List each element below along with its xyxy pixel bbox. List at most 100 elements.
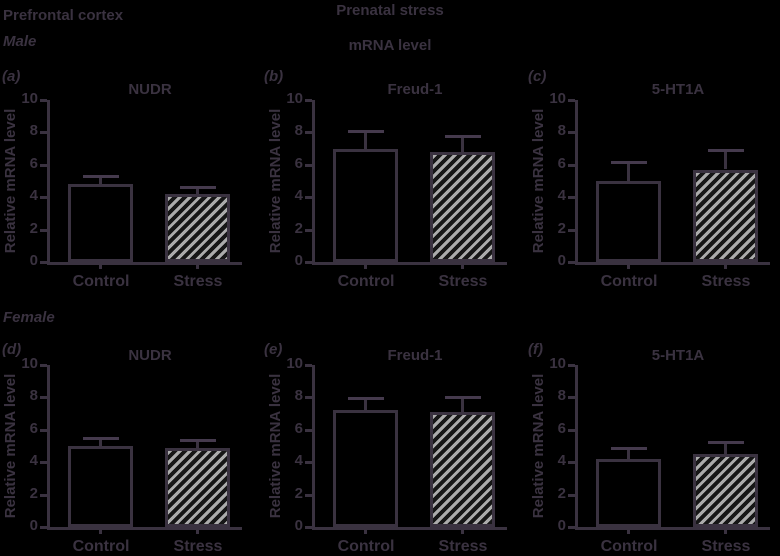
y-tick xyxy=(305,364,312,367)
category-label: Control xyxy=(72,273,130,290)
y-tick xyxy=(568,494,575,497)
y-tick xyxy=(305,131,312,134)
y-tick-label: 0 xyxy=(29,517,38,534)
y-tick xyxy=(40,261,47,264)
y-tick xyxy=(305,429,312,432)
y-tick xyxy=(305,99,312,102)
error-bar-cap xyxy=(611,161,647,164)
x-axis xyxy=(312,527,507,530)
panel-letter: (e) xyxy=(264,341,283,358)
x-tick xyxy=(461,530,464,534)
y-tick xyxy=(568,261,575,264)
y-tick xyxy=(305,494,312,497)
error-bar-stem xyxy=(724,442,727,454)
error-bar-cap xyxy=(708,441,744,444)
panel-title: Freud-1 xyxy=(387,347,443,364)
error-bar-cap xyxy=(83,437,119,440)
y-tick xyxy=(305,261,312,264)
y-tick-label: 6 xyxy=(294,155,303,172)
x-axis xyxy=(575,262,770,265)
x-tick xyxy=(461,265,464,269)
error-bar-cap xyxy=(180,439,216,442)
panel-letter: (f) xyxy=(528,341,543,358)
x-axis xyxy=(47,527,242,530)
y-tick xyxy=(40,131,47,134)
bar-stress xyxy=(430,152,495,262)
y-tick-label: 6 xyxy=(29,155,38,172)
panel-title: 5-HT1A xyxy=(651,81,705,98)
y-tick-label: 2 xyxy=(29,485,38,502)
y-tick xyxy=(568,229,575,232)
bar-stress xyxy=(430,412,495,527)
y-tick xyxy=(305,196,312,199)
x-tick xyxy=(99,530,102,534)
category-label: Control xyxy=(600,273,658,290)
y-tick-label: 4 xyxy=(557,187,566,204)
y-tick-label: 10 xyxy=(21,355,38,372)
x-tick xyxy=(364,530,367,534)
y-tick xyxy=(568,526,575,529)
y-axis xyxy=(575,365,578,530)
y-tick-label: 4 xyxy=(294,452,303,469)
panel-title: NUDR xyxy=(128,347,172,364)
y-tick-label: 2 xyxy=(29,220,38,237)
y-tick-label: 4 xyxy=(557,452,566,469)
y-tick-label: 8 xyxy=(29,387,38,404)
bar-stress xyxy=(165,194,230,262)
y-tick-label: 2 xyxy=(557,485,566,502)
error-bar-cap xyxy=(83,175,119,178)
bar-control xyxy=(596,181,661,262)
error-bar-cap xyxy=(445,135,481,138)
region-label: Prefrontal cortex xyxy=(3,7,124,24)
x-tick xyxy=(724,530,727,534)
y-tick-label: 4 xyxy=(29,187,38,204)
y-axis xyxy=(312,365,315,530)
y-axis xyxy=(47,100,50,265)
y-tick xyxy=(40,526,47,529)
panel-title: Freud-1 xyxy=(387,81,443,98)
bar-control xyxy=(333,149,398,262)
error-bar-cap xyxy=(708,149,744,152)
y-tick xyxy=(568,461,575,464)
y-tick-label: 0 xyxy=(294,252,303,269)
y-tick-label: 6 xyxy=(294,420,303,437)
y-tick xyxy=(40,364,47,367)
category-label: Stress xyxy=(173,273,223,290)
error-bar-stem xyxy=(724,150,727,169)
bar-control xyxy=(333,410,398,527)
error-bar-stem xyxy=(461,136,464,152)
panel-title: 5-HT1A xyxy=(651,347,705,364)
y-tick-label: 6 xyxy=(557,155,566,172)
category-label: Stress xyxy=(701,538,751,555)
y-tick xyxy=(568,429,575,432)
y-tick-label: 0 xyxy=(557,517,566,534)
error-bar-stem xyxy=(627,162,630,181)
x-tick xyxy=(627,530,630,534)
panel-letter: (d) xyxy=(2,341,22,358)
y-tick xyxy=(40,196,47,199)
category-label: Control xyxy=(337,273,395,290)
x-tick xyxy=(196,530,199,534)
x-tick xyxy=(724,265,727,269)
y-tick xyxy=(40,461,47,464)
error-bar-stem xyxy=(461,397,464,412)
error-bar-stem xyxy=(364,398,367,410)
y-tick xyxy=(568,99,575,102)
male-group-label: Male xyxy=(3,33,37,50)
error-bar-cap xyxy=(180,186,216,189)
y-tick-label: 4 xyxy=(29,452,38,469)
y-tick xyxy=(40,99,47,102)
y-tick-label: 10 xyxy=(286,90,303,107)
y-tick-label: 10 xyxy=(286,355,303,372)
y-tick xyxy=(40,429,47,432)
x-tick xyxy=(364,265,367,269)
category-label: Stress xyxy=(438,538,488,555)
y-tick-label: 2 xyxy=(294,220,303,237)
y-tick-label: 0 xyxy=(29,252,38,269)
y-axis xyxy=(312,100,315,265)
x-axis xyxy=(575,527,770,530)
bar-control xyxy=(68,184,133,262)
y-tick-label: 8 xyxy=(29,122,38,139)
y-tick-label: 10 xyxy=(21,90,38,107)
